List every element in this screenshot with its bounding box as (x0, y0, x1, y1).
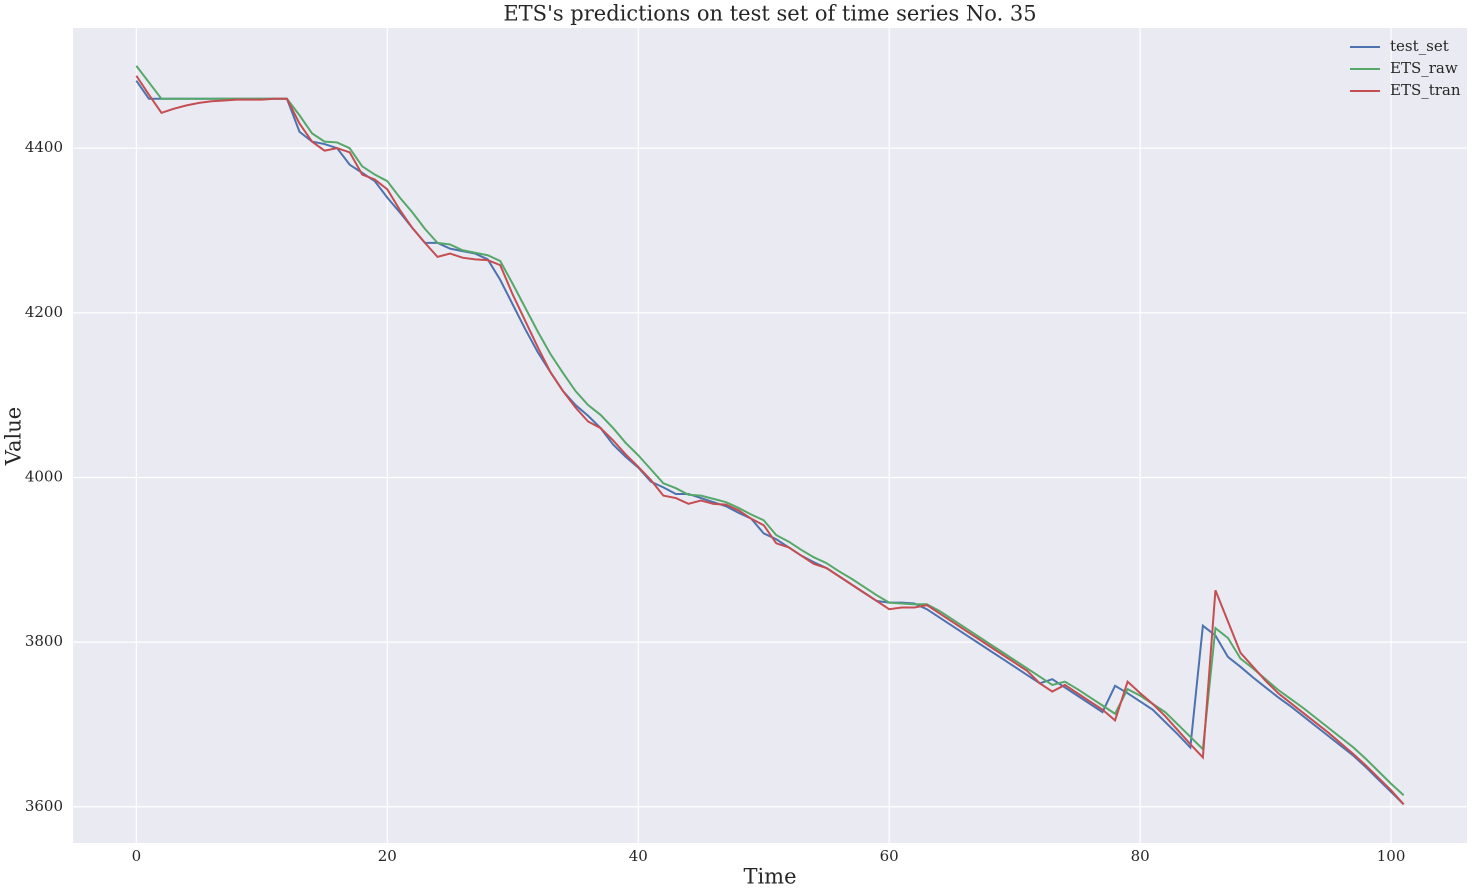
y-tick-label: 3800 (25, 632, 63, 650)
x-tick-label: 60 (880, 847, 899, 865)
y-axis-label: Value (2, 407, 26, 466)
y-tick-label: 3600 (25, 797, 63, 815)
x-tick-label: 20 (378, 847, 397, 865)
x-tick-label: 80 (1131, 847, 1150, 865)
chart-title: ETS's predictions on test set of time se… (503, 2, 1036, 26)
y-tick-label: 4200 (25, 303, 63, 321)
x-tick-label: 0 (132, 847, 142, 865)
y-tick-label: 4400 (25, 138, 63, 156)
legend-label: ETS_tran (1390, 81, 1461, 99)
legend-label: test_set (1390, 37, 1449, 55)
series-line (135, 65, 1405, 796)
legend-label: ETS_raw (1390, 59, 1458, 77)
y-tick-label: 4000 (25, 467, 63, 485)
series-line (135, 80, 1405, 806)
x-tick-label: 40 (629, 847, 648, 865)
x-tick-label: 100 (1377, 847, 1406, 865)
x-axis-label: Time (743, 865, 796, 889)
series-line (135, 75, 1405, 805)
plot-area (73, 28, 1467, 843)
